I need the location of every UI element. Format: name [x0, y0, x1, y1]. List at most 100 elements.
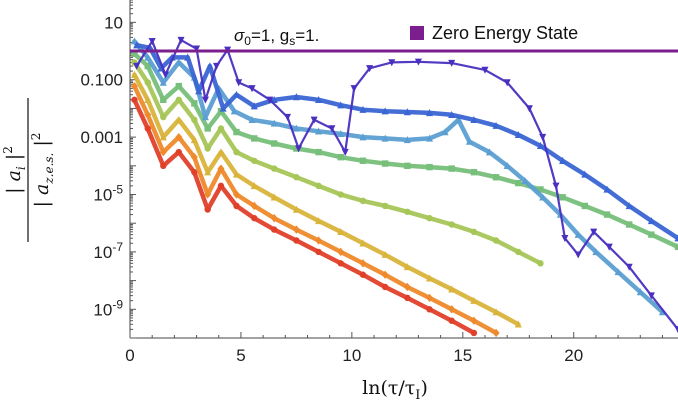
- data-point: [191, 168, 198, 176]
- data-point: [131, 96, 138, 103]
- data-point: [310, 116, 318, 124]
- data-point: [592, 248, 600, 256]
- data-point: [603, 185, 611, 193]
- data-point: [315, 148, 322, 156]
- data-point: [525, 105, 533, 113]
- data-point: [465, 137, 473, 145]
- data-point: [448, 317, 455, 324]
- data-point: [160, 162, 167, 170]
- data-point: [251, 157, 258, 164]
- data-point: [359, 271, 367, 278]
- series-7: [131, 96, 478, 337]
- data-point: [515, 179, 522, 187]
- data-point: [284, 113, 292, 121]
- y-bar-right-2: |: [31, 140, 53, 152]
- y-bar-left: |: [3, 181, 25, 193]
- data-point: [177, 36, 185, 44]
- data-point: [625, 221, 633, 228]
- data-point: [337, 247, 345, 257]
- data-point: [448, 165, 455, 172]
- data-point: [492, 121, 500, 129]
- data-point: [503, 79, 511, 87]
- data-point: [190, 153, 198, 162]
- y-tick-label: 0.100: [80, 71, 123, 90]
- data-point: [674, 234, 678, 242]
- y-axis-label: | ai |2 | az.e.s. |2: [1, 98, 56, 242]
- data-point: [403, 282, 411, 292]
- data-point: [552, 182, 560, 190]
- y-tick-label: 10-5: [93, 183, 123, 205]
- data-point: [403, 108, 411, 116]
- data-point: [539, 133, 547, 141]
- annotation-sigma-sub: 0: [244, 34, 251, 48]
- y-axis-ticks: 10 0.100 0.001 10-5 10-7 10-9: [80, 0, 136, 339]
- data-point: [359, 197, 367, 205]
- data-point: [448, 285, 456, 293]
- data-point: [201, 113, 209, 121]
- legend-label: Zero Energy State: [432, 23, 578, 43]
- data-point: [293, 174, 300, 181]
- data-point: [204, 206, 211, 213]
- data-point: [603, 211, 611, 218]
- y-num-sub: i: [14, 166, 28, 170]
- data-point: [359, 259, 367, 268]
- data-point: [559, 194, 566, 201]
- data-point: [581, 202, 589, 210]
- y-den-sub: z.e.s.: [42, 153, 56, 185]
- data-point: [250, 201, 258, 211]
- data-point: [195, 87, 203, 95]
- data-point: [270, 119, 278, 127]
- data-point: [266, 96, 274, 104]
- data-point: [251, 214, 258, 222]
- data-point: [217, 148, 225, 156]
- data-point: [359, 133, 367, 141]
- data-point: [292, 205, 300, 213]
- data-point: [381, 134, 389, 142]
- annotation-g-sub: s: [289, 34, 295, 48]
- data-point: [295, 145, 303, 153]
- data-point: [337, 191, 344, 198]
- data-point: [492, 237, 500, 244]
- data-point: [251, 135, 258, 142]
- series-line: [132, 51, 678, 250]
- x-axis-label: ln(τ/τI): [362, 377, 428, 403]
- data-point: [144, 110, 152, 119]
- x-tick-label: 20: [564, 346, 583, 365]
- data-point: [441, 128, 449, 136]
- data-point: [614, 268, 622, 276]
- data-point: [337, 101, 345, 109]
- data-point: [404, 294, 411, 302]
- data-point: [674, 243, 678, 251]
- data-point: [492, 328, 500, 338]
- data-point: [233, 202, 240, 210]
- data-point: [219, 104, 227, 112]
- data-point: [337, 260, 344, 267]
- data-point: [448, 305, 456, 314]
- data-point: [248, 85, 256, 93]
- data-point: [448, 59, 456, 67]
- data-point: [381, 107, 389, 115]
- data-point: [248, 116, 256, 124]
- data-point: [315, 127, 323, 135]
- data-point: [271, 165, 278, 172]
- data-point: [503, 161, 511, 170]
- annotation-sigma-value: =1, g: [251, 26, 289, 45]
- y-axis-label-numerator: | ai |2: [1, 146, 28, 194]
- data-point: [521, 176, 529, 185]
- data-point: [337, 153, 344, 161]
- data-point: [201, 96, 209, 104]
- data-point: [144, 95, 152, 103]
- data-point: [206, 62, 214, 70]
- data-point: [381, 250, 389, 258]
- y-num-exp: 2: [1, 146, 15, 154]
- annotation-sigma: σ: [234, 26, 245, 45]
- x-axis-ticks: 0 5 10 15 20: [125, 332, 663, 365]
- data-point: [388, 59, 396, 67]
- data-point: [539, 193, 547, 201]
- data-point: [271, 140, 278, 147]
- data-point: [574, 251, 582, 259]
- data-point: [175, 148, 183, 156]
- legend-swatch: [410, 26, 424, 40]
- data-point: [515, 248, 522, 256]
- y-num: a: [3, 170, 25, 181]
